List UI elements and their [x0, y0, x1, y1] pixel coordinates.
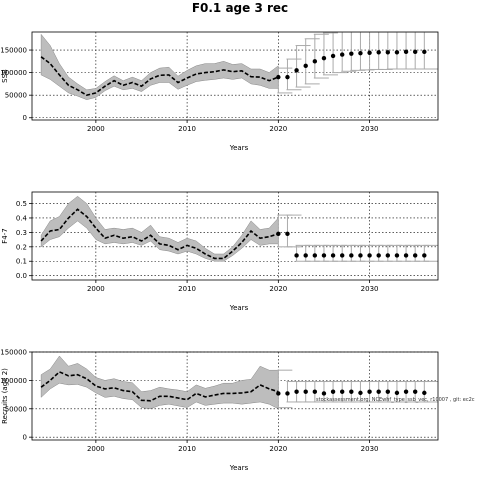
- forecast-point: [367, 50, 372, 55]
- forecast-point: [367, 253, 372, 258]
- forecast-point: [376, 389, 381, 394]
- y-tick-label: 0: [23, 434, 27, 442]
- fishing-mortality-panel: 2000 2010 2020 2030 0.0 0.1 0.2 0.3 0.4 0.5 Years F…: [1, 191, 439, 312]
- forecast-point: [385, 50, 391, 55]
- y-tick-label: 150000: [0, 349, 27, 357]
- x-tick-label: 2000: [87, 285, 105, 293]
- forecast-point: [394, 253, 400, 258]
- y-tick-label: 50000: [5, 405, 27, 413]
- x-axis-label: Years: [229, 144, 249, 152]
- y-axis-label: F4-7: [1, 228, 9, 243]
- forecast-point: [394, 50, 400, 55]
- estimate-line: [40, 208, 279, 260]
- recruitment-panel: 2000 2010 2020 2030 0 50000 100000 150000 Years R…: [0, 349, 439, 472]
- x-tick-label: 2030: [361, 445, 379, 453]
- forecast-point: [303, 389, 308, 394]
- forecast-point: [349, 51, 354, 56]
- plot-frame: [31, 191, 439, 281]
- forecast-point: [321, 253, 327, 258]
- forecast-point: [285, 74, 290, 80]
- y-tick-label: 0.1: [16, 258, 27, 266]
- y-axis-label: SSB: [1, 69, 9, 83]
- y-tick-label: 0: [23, 114, 27, 122]
- x-tick-label: 2030: [361, 285, 379, 293]
- forecast-point: [367, 389, 372, 394]
- forecast-point: [330, 53, 336, 59]
- forecast-point: [358, 390, 363, 396]
- forecast-point: [422, 49, 427, 55]
- confidence-band: [40, 195, 279, 262]
- forecast-point: [422, 253, 427, 258]
- forecast-point: [394, 390, 400, 396]
- x-tick-label: 2010: [178, 445, 196, 453]
- forecast-point: [376, 50, 381, 55]
- x-tick-label: 2010: [178, 125, 196, 133]
- y-tick-label: 100000: [0, 377, 27, 385]
- forecast-point: [358, 253, 363, 258]
- x-tick-label: 2010: [178, 285, 196, 293]
- forecast-point: [349, 253, 354, 258]
- y-tick-label: 0.4: [16, 214, 28, 222]
- forecast-point: [403, 253, 409, 258]
- y-axis-label: Recruits (age 2): [1, 368, 9, 424]
- x-tick-label: 2020: [269, 445, 287, 453]
- forecast-point: [312, 389, 318, 394]
- forecast-point: [321, 391, 327, 396]
- forecast-point: [358, 51, 363, 56]
- forecast-point: [412, 253, 418, 258]
- plot-area: [40, 195, 438, 262]
- x-tick-label: 2020: [269, 125, 287, 133]
- forecast-point: [403, 49, 409, 55]
- forecast-point: [412, 49, 418, 55]
- forecast-point: [340, 253, 345, 258]
- plot-area: [40, 355, 438, 410]
- forecast-point: [376, 253, 381, 258]
- forecast-point: [340, 52, 345, 57]
- x-axis-label: Years: [229, 464, 249, 472]
- y-tick-label: 150000: [0, 47, 27, 55]
- forecast-point: [330, 389, 336, 394]
- forecast-point: [294, 68, 299, 73]
- forecast-point: [285, 391, 290, 396]
- x-tick-label: 2000: [87, 445, 105, 453]
- estimate-line: [40, 370, 279, 402]
- forecast-point: [276, 74, 281, 80]
- ssb-panel: 2000 2010 2020 2030 0 50000 100000 150000 Years S…: [0, 31, 439, 152]
- forecast-point: [303, 253, 308, 258]
- forecast-point: [385, 389, 391, 394]
- watermark-text: stockassessment.org, NCEwhf_type_ssb_vec…: [316, 397, 475, 403]
- y-tick-label: 0.3: [16, 229, 27, 237]
- forecast-point: [330, 253, 336, 258]
- forecast-point: [321, 55, 327, 61]
- forecast-point: [385, 253, 391, 258]
- x-axis-label: Years: [229, 304, 249, 312]
- forecast-point: [412, 389, 418, 394]
- forecast-point: [349, 389, 354, 394]
- forecast-point: [340, 389, 345, 394]
- forecast-point: [303, 63, 308, 69]
- y-tick-label: 0.2: [16, 243, 27, 251]
- plot-frame: [31, 351, 439, 441]
- forecast-point: [312, 59, 318, 64]
- y-tick-label: 100000: [0, 69, 27, 77]
- y-tick-label: 50000: [5, 92, 27, 100]
- x-tick-label: 2000: [87, 125, 105, 133]
- forecast-point: [276, 391, 281, 396]
- x-tick-label: 2030: [361, 125, 379, 133]
- forecast-point: [312, 253, 318, 258]
- forecast-point: [403, 389, 409, 394]
- plot-frame: [31, 31, 439, 121]
- confidence-band: [40, 355, 279, 410]
- chart-title: F0.1 age 3 rec: [192, 1, 288, 15]
- forecast-point: [422, 390, 427, 396]
- y-tick-label: 0.0: [16, 272, 27, 280]
- forecast-point: [294, 253, 299, 258]
- forecast-point: [276, 231, 281, 237]
- x-tick-label: 2020: [269, 285, 287, 293]
- forecast-point: [294, 389, 299, 394]
- forecast-point: [285, 231, 290, 237]
- y-tick-label: 0.5: [16, 200, 27, 208]
- plot-area: [40, 32, 438, 100]
